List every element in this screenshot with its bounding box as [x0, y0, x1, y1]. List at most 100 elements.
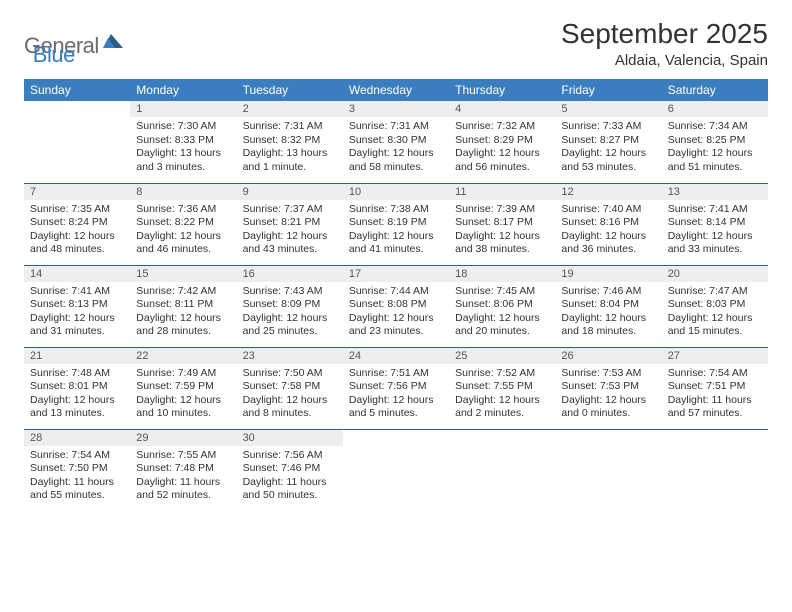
calendar-cell: 28Sunrise: 7:54 AMSunset: 7:50 PMDayligh…	[24, 429, 130, 511]
day-details: Sunrise: 7:36 AMSunset: 8:22 PMDaylight:…	[130, 200, 236, 262]
calendar-cell: 13Sunrise: 7:41 AMSunset: 8:14 PMDayligh…	[662, 183, 768, 265]
sunrise-text: Sunrise: 7:52 AM	[455, 367, 549, 381]
daylight-text: Daylight: 12 hours and 46 minutes.	[136, 230, 230, 257]
sunrise-text: Sunrise: 7:54 AM	[668, 367, 762, 381]
sunset-text: Sunset: 8:14 PM	[668, 216, 762, 230]
day-details: Sunrise: 7:30 AMSunset: 8:33 PMDaylight:…	[130, 117, 236, 179]
calendar-cell: 27Sunrise: 7:54 AMSunset: 7:51 PMDayligh…	[662, 347, 768, 429]
month-title: September 2025	[561, 18, 768, 50]
day-details: Sunrise: 7:43 AMSunset: 8:09 PMDaylight:…	[237, 282, 343, 344]
calendar-cell: 20Sunrise: 7:47 AMSunset: 8:03 PMDayligh…	[662, 265, 768, 347]
daylight-text: Daylight: 12 hours and 2 minutes.	[455, 394, 549, 421]
sunrise-text: Sunrise: 7:34 AM	[668, 120, 762, 134]
daylight-text: Daylight: 13 hours and 3 minutes.	[136, 147, 230, 174]
daylight-text: Daylight: 12 hours and 5 minutes.	[349, 394, 443, 421]
sunrise-text: Sunrise: 7:32 AM	[455, 120, 549, 134]
sunrise-text: Sunrise: 7:44 AM	[349, 285, 443, 299]
weekday-header: Monday	[130, 79, 236, 101]
day-number: 23	[237, 348, 343, 364]
day-details: Sunrise: 7:32 AMSunset: 8:29 PMDaylight:…	[449, 117, 555, 179]
sunset-text: Sunset: 7:56 PM	[349, 380, 443, 394]
sunrise-text: Sunrise: 7:42 AM	[136, 285, 230, 299]
sunset-text: Sunset: 8:24 PM	[30, 216, 124, 230]
daylight-text: Daylight: 12 hours and 8 minutes.	[243, 394, 337, 421]
day-number: 25	[449, 348, 555, 364]
sunset-text: Sunset: 7:53 PM	[561, 380, 655, 394]
sunset-text: Sunset: 8:22 PM	[136, 216, 230, 230]
calendar-cell: 3Sunrise: 7:31 AMSunset: 8:30 PMDaylight…	[343, 101, 449, 183]
day-details: Sunrise: 7:50 AMSunset: 7:58 PMDaylight:…	[237, 364, 343, 426]
sunrise-text: Sunrise: 7:36 AM	[136, 203, 230, 217]
daylight-text: Daylight: 12 hours and 33 minutes.	[668, 230, 762, 257]
calendar-cell: 25Sunrise: 7:52 AMSunset: 7:55 PMDayligh…	[449, 347, 555, 429]
sunrise-text: Sunrise: 7:41 AM	[30, 285, 124, 299]
day-number: 5	[555, 101, 661, 117]
day-details: Sunrise: 7:49 AMSunset: 7:59 PMDaylight:…	[130, 364, 236, 426]
sunset-text: Sunset: 8:09 PM	[243, 298, 337, 312]
daylight-text: Daylight: 11 hours and 57 minutes.	[668, 394, 762, 421]
day-details: Sunrise: 7:34 AMSunset: 8:25 PMDaylight:…	[662, 117, 768, 179]
location-text: Aldaia, Valencia, Spain	[561, 52, 768, 69]
calendar-cell: 12Sunrise: 7:40 AMSunset: 8:16 PMDayligh…	[555, 183, 661, 265]
sunrise-text: Sunrise: 7:33 AM	[561, 120, 655, 134]
day-details: Sunrise: 7:41 AMSunset: 8:14 PMDaylight:…	[662, 200, 768, 262]
day-details: Sunrise: 7:52 AMSunset: 7:55 PMDaylight:…	[449, 364, 555, 426]
daylight-text: Daylight: 11 hours and 50 minutes.	[243, 476, 337, 503]
weekday-header-row: Sunday Monday Tuesday Wednesday Thursday…	[24, 79, 768, 101]
logo-text-blue: Blue	[33, 42, 75, 68]
daylight-text: Daylight: 13 hours and 1 minute.	[243, 147, 337, 174]
day-number: 13	[662, 184, 768, 200]
daylight-text: Daylight: 11 hours and 52 minutes.	[136, 476, 230, 503]
day-number: 22	[130, 348, 236, 364]
sunset-text: Sunset: 8:04 PM	[561, 298, 655, 312]
weekday-header: Wednesday	[343, 79, 449, 101]
day-details: Sunrise: 7:33 AMSunset: 8:27 PMDaylight:…	[555, 117, 661, 179]
sunrise-text: Sunrise: 7:31 AM	[349, 120, 443, 134]
sunrise-text: Sunrise: 7:56 AM	[243, 449, 337, 463]
calendar-body: 1Sunrise: 7:30 AMSunset: 8:33 PMDaylight…	[24, 101, 768, 511]
daylight-text: Daylight: 12 hours and 28 minutes.	[136, 312, 230, 339]
daylight-text: Daylight: 12 hours and 0 minutes.	[561, 394, 655, 421]
daylight-text: Daylight: 12 hours and 25 minutes.	[243, 312, 337, 339]
day-details: Sunrise: 7:46 AMSunset: 8:04 PMDaylight:…	[555, 282, 661, 344]
calendar-cell: 9Sunrise: 7:37 AMSunset: 8:21 PMDaylight…	[237, 183, 343, 265]
sunset-text: Sunset: 8:06 PM	[455, 298, 549, 312]
daylight-text: Daylight: 11 hours and 55 minutes.	[30, 476, 124, 503]
sunset-text: Sunset: 8:29 PM	[455, 134, 549, 148]
daylight-text: Daylight: 12 hours and 51 minutes.	[668, 147, 762, 174]
sunrise-text: Sunrise: 7:49 AM	[136, 367, 230, 381]
day-number: 7	[24, 184, 130, 200]
day-number: 10	[343, 184, 449, 200]
day-details: Sunrise: 7:42 AMSunset: 8:11 PMDaylight:…	[130, 282, 236, 344]
day-number: 18	[449, 266, 555, 282]
day-number: 21	[24, 348, 130, 364]
day-number: 12	[555, 184, 661, 200]
calendar-table: Sunday Monday Tuesday Wednesday Thursday…	[24, 79, 768, 511]
day-details: Sunrise: 7:37 AMSunset: 8:21 PMDaylight:…	[237, 200, 343, 262]
day-details: Sunrise: 7:41 AMSunset: 8:13 PMDaylight:…	[24, 282, 130, 344]
daylight-text: Daylight: 12 hours and 38 minutes.	[455, 230, 549, 257]
calendar-cell: 11Sunrise: 7:39 AMSunset: 8:17 PMDayligh…	[449, 183, 555, 265]
logo: General Blue	[24, 24, 75, 68]
calendar-cell: 5Sunrise: 7:33 AMSunset: 8:27 PMDaylight…	[555, 101, 661, 183]
sunrise-text: Sunrise: 7:51 AM	[349, 367, 443, 381]
calendar-cell: 7Sunrise: 7:35 AMSunset: 8:24 PMDaylight…	[24, 183, 130, 265]
calendar-cell: 29Sunrise: 7:55 AMSunset: 7:48 PMDayligh…	[130, 429, 236, 511]
calendar-week-row: 28Sunrise: 7:54 AMSunset: 7:50 PMDayligh…	[24, 429, 768, 511]
sunrise-text: Sunrise: 7:53 AM	[561, 367, 655, 381]
daylight-text: Daylight: 12 hours and 41 minutes.	[349, 230, 443, 257]
day-number: 30	[237, 430, 343, 446]
day-details: Sunrise: 7:31 AMSunset: 8:30 PMDaylight:…	[343, 117, 449, 179]
sunrise-text: Sunrise: 7:37 AM	[243, 203, 337, 217]
daylight-text: Daylight: 12 hours and 13 minutes.	[30, 394, 124, 421]
calendar-cell: 10Sunrise: 7:38 AMSunset: 8:19 PMDayligh…	[343, 183, 449, 265]
calendar-cell: 15Sunrise: 7:42 AMSunset: 8:11 PMDayligh…	[130, 265, 236, 347]
day-number: 8	[130, 184, 236, 200]
sunrise-text: Sunrise: 7:39 AM	[455, 203, 549, 217]
daylight-text: Daylight: 12 hours and 56 minutes.	[455, 147, 549, 174]
sunset-text: Sunset: 8:30 PM	[349, 134, 443, 148]
sunset-text: Sunset: 8:01 PM	[30, 380, 124, 394]
sunrise-text: Sunrise: 7:30 AM	[136, 120, 230, 134]
daylight-text: Daylight: 12 hours and 23 minutes.	[349, 312, 443, 339]
calendar-cell: 30Sunrise: 7:56 AMSunset: 7:46 PMDayligh…	[237, 429, 343, 511]
